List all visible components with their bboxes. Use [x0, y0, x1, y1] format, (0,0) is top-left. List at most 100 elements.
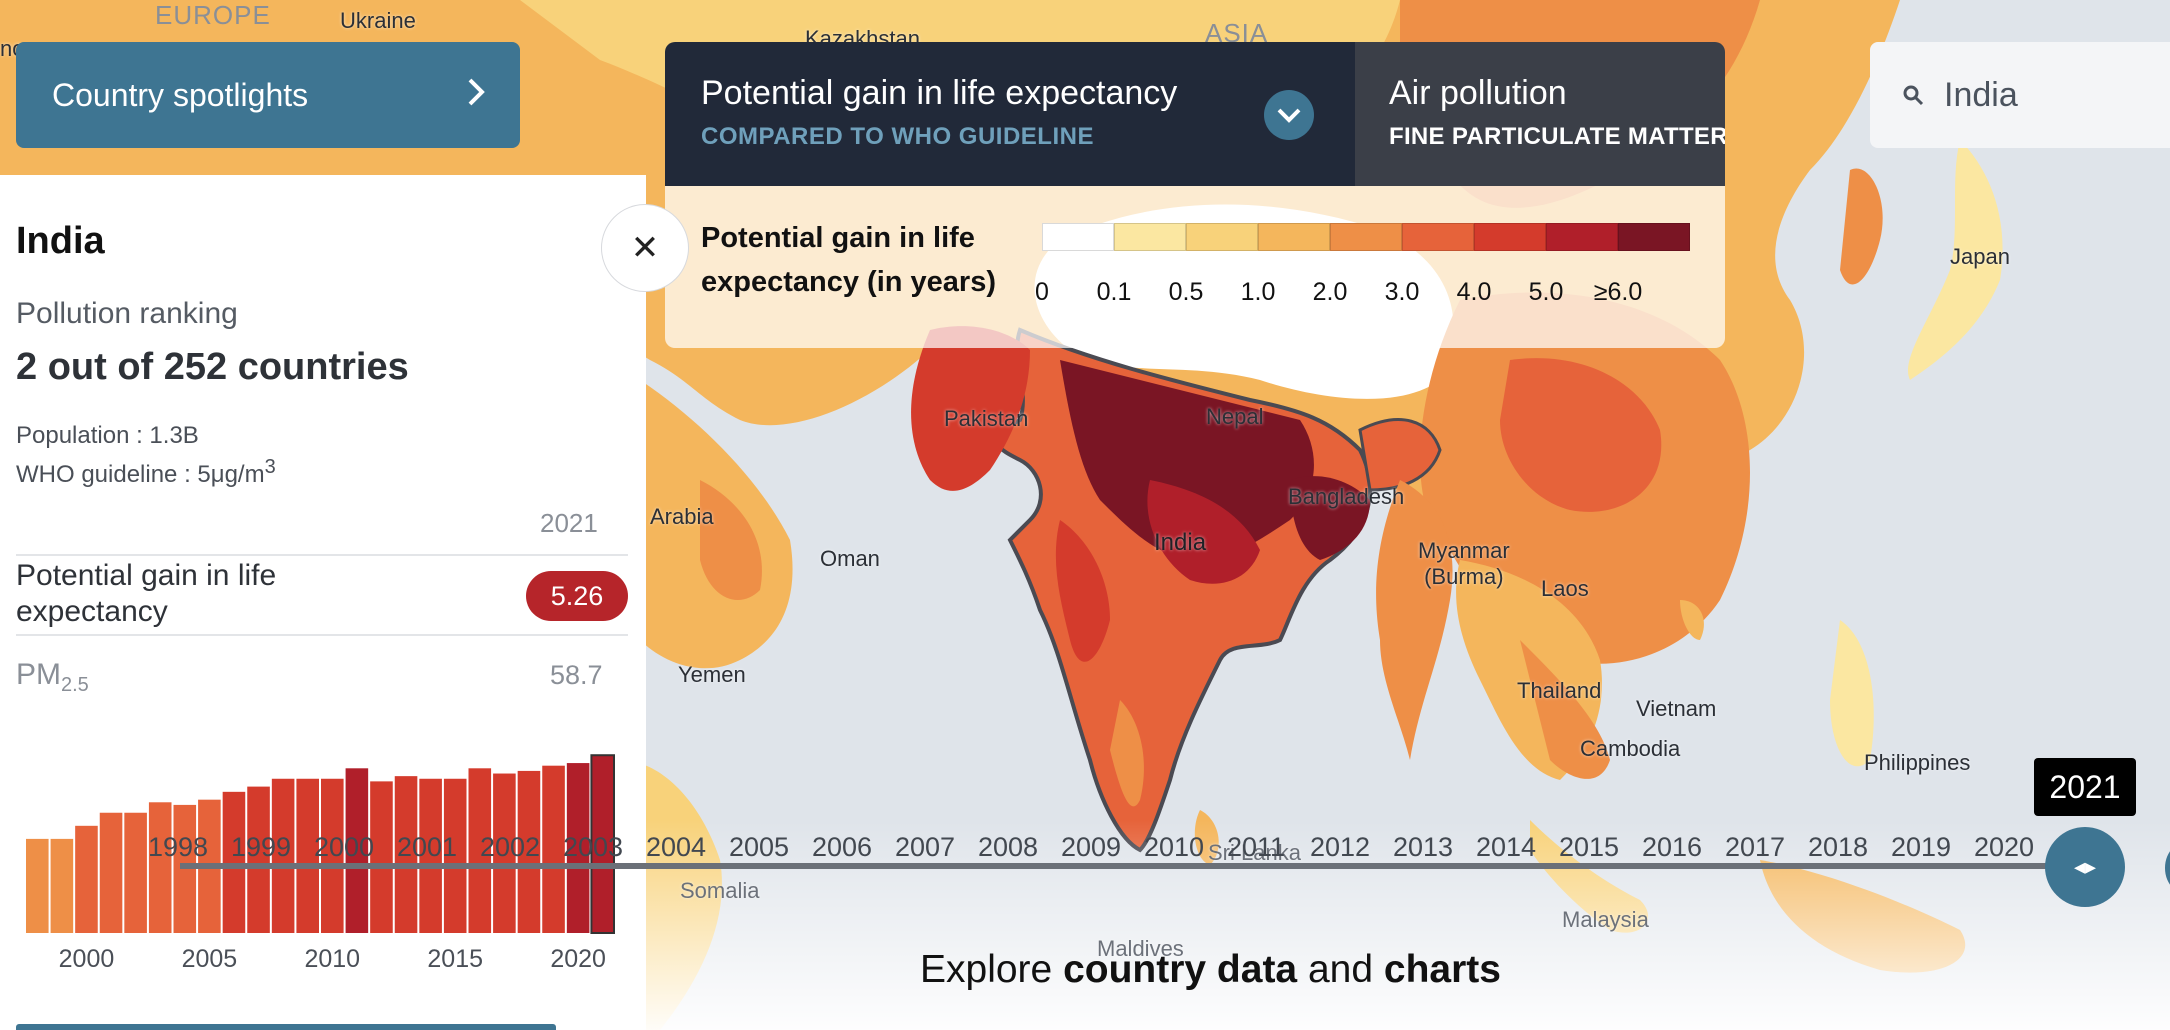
legend-tick-label: 5.0 [1528, 278, 1564, 306]
map-label-oman: Oman [820, 546, 880, 571]
legend-swatch [1402, 223, 1474, 251]
timeline-year-label[interactable]: 2000 [314, 832, 375, 862]
timeline-year-label[interactable]: 2013 [1393, 832, 1454, 862]
legend-swatch [1618, 223, 1690, 251]
year-slider-handle[interactable]: ◂▸ [2045, 827, 2125, 907]
close-panel-button[interactable]: ✕ [601, 204, 689, 292]
timeline-year-label[interactable]: 2017 [1725, 832, 1786, 862]
map-label-philippines: Philippines [1864, 750, 1971, 775]
legend-tick-label: 0.5 [1168, 278, 1204, 306]
legend-swatch [1114, 223, 1186, 251]
pm25-label: PM2.5 [16, 658, 89, 696]
map-label-vietnam: Vietnam [1636, 696, 1717, 721]
trend-bar [75, 825, 98, 933]
timeline-year-label[interactable]: 2014 [1476, 832, 1537, 862]
timeline-year-label[interactable]: 2020 [1974, 832, 2035, 862]
trend-bar [26, 838, 49, 933]
trend-bar [590, 754, 616, 934]
metric-dropdown-button[interactable] [1264, 90, 1314, 140]
legend-tick-label: 4.0 [1456, 278, 1492, 306]
selected-year-tooltip: 2021 [2034, 758, 2136, 816]
trend-bar [50, 838, 74, 933]
timeline-year-label[interactable]: 2008 [978, 832, 1039, 862]
map-label-japan: Japan [1950, 244, 2010, 269]
trend-bar [345, 768, 369, 933]
trend-bar [443, 778, 467, 933]
trend-bar [468, 768, 492, 933]
country-spotlights-button[interactable]: Country spotlights [16, 42, 520, 148]
map-label-europe: EUROPE [155, 0, 271, 30]
map-label-yemen: Yemen [678, 662, 746, 687]
pm25-value: 58.7 [550, 660, 603, 690]
map-label-malaysia: Malaysia [1562, 907, 1649, 932]
trend-xtick-label: 2010 [304, 945, 360, 973]
legend-tick-label: 0 [1035, 278, 1049, 306]
trend-bar [517, 770, 541, 933]
timeline-year-label[interactable]: 2009 [1061, 832, 1122, 862]
timeline-year-label[interactable]: 2002 [480, 832, 541, 862]
explore-button-edge[interactable] [16, 1024, 556, 1030]
legend-tick-label: 2.0 [1312, 278, 1348, 306]
pollution-ranking-label: Pollution ranking [16, 297, 238, 330]
pollutant-title: Air pollution [1389, 74, 1567, 112]
timeline-year-label[interactable]: 2007 [895, 832, 956, 862]
chevron-down-icon [1277, 108, 1301, 123]
map-label-bangladesh: Bangladesh [1288, 484, 1405, 509]
timeline-year-label[interactable]: 1999 [231, 832, 292, 862]
map-label-srilanka: Sri Lanka [1208, 840, 1301, 865]
chevron-right-icon [466, 76, 486, 114]
explore-link[interactable]: Explore country data and charts [920, 948, 1501, 991]
timeline-year-label[interactable]: 2003 [563, 832, 624, 862]
timeline-year-label[interactable]: 2019 [1891, 832, 1952, 862]
pollutant-selector[interactable]: Air pollution FINE PARTICULATE MATTER [1355, 42, 1725, 186]
timeline-year-label[interactable]: 2005 [729, 832, 790, 862]
legend-tick-label: 3.0 [1384, 278, 1420, 306]
legend-swatch [1042, 223, 1114, 251]
metric-subtitle: COMPARED TO WHO GUIDELINE [701, 123, 1094, 150]
legend-swatch [1330, 223, 1402, 251]
trend-bar [419, 778, 442, 933]
timeline-year-label[interactable]: 2016 [1642, 832, 1703, 862]
timeline-year-label[interactable]: 2006 [812, 832, 873, 862]
timeline-year-label[interactable]: 2012 [1310, 832, 1371, 862]
legend-tick-label: 1.0 [1240, 278, 1276, 306]
country-search-input[interactable]: India [1870, 42, 2170, 148]
population-text: Population : 1.3B [16, 422, 199, 449]
legend-tick-label: 0.1 [1096, 278, 1132, 306]
trend-bar [566, 763, 590, 933]
timeline-year-label[interactable]: 2001 [397, 832, 458, 862]
timeline-year-label[interactable]: 2018 [1808, 832, 1869, 862]
metric-title: Potential gain in life expectancy [701, 74, 1178, 112]
metric-selector[interactable]: Potential gain in life expectancy COMPAR… [665, 42, 1355, 186]
country-trend-chart: 2000 2005 2010 2015 2020 [26, 754, 616, 973]
map-label-cambodia: Cambodia [1580, 736, 1681, 761]
legend-swatch [1474, 223, 1546, 251]
year-timeline-track[interactable] [180, 863, 2080, 869]
timeline-year-label[interactable]: 2011 [1227, 832, 1286, 862]
trend-bar [493, 773, 516, 933]
trend-bar [321, 778, 344, 933]
trend-bar [99, 812, 123, 933]
trend-bar [296, 778, 319, 933]
close-icon: ✕ [630, 229, 660, 267]
search-value: India [1944, 75, 2018, 114]
trend-bar [247, 786, 270, 933]
trend-xtick-label: 2005 [182, 945, 238, 973]
trend-bar [124, 812, 147, 933]
divider [16, 554, 628, 556]
timeline-year-label[interactable]: 2004 [646, 832, 707, 862]
map-label-arabia: Arabia [650, 504, 714, 529]
trend-xtick-label: 2020 [550, 945, 606, 973]
timeline-year-label[interactable]: 2015 [1559, 832, 1620, 862]
legend-swatch [1186, 223, 1258, 251]
map-legend: Potential gain in life expectancy (in ye… [665, 186, 1725, 348]
country-name: India [16, 220, 105, 262]
timeline-year-label[interactable]: 2010 [1144, 832, 1205, 862]
legend-title: Potential gain in life expectancy (in ye… [701, 222, 996, 298]
pollutant-subtitle: FINE PARTICULATE MATTER [1389, 123, 1725, 150]
country-spotlights-label: Country spotlights [52, 76, 309, 113]
who-guideline-text: WHO guideline : 5μg/m3 [16, 456, 276, 488]
trend-xtick-label: 2000 [59, 945, 115, 973]
timeline-year-label[interactable]: 1998 [148, 832, 209, 862]
data-year: 2021 [540, 508, 598, 538]
